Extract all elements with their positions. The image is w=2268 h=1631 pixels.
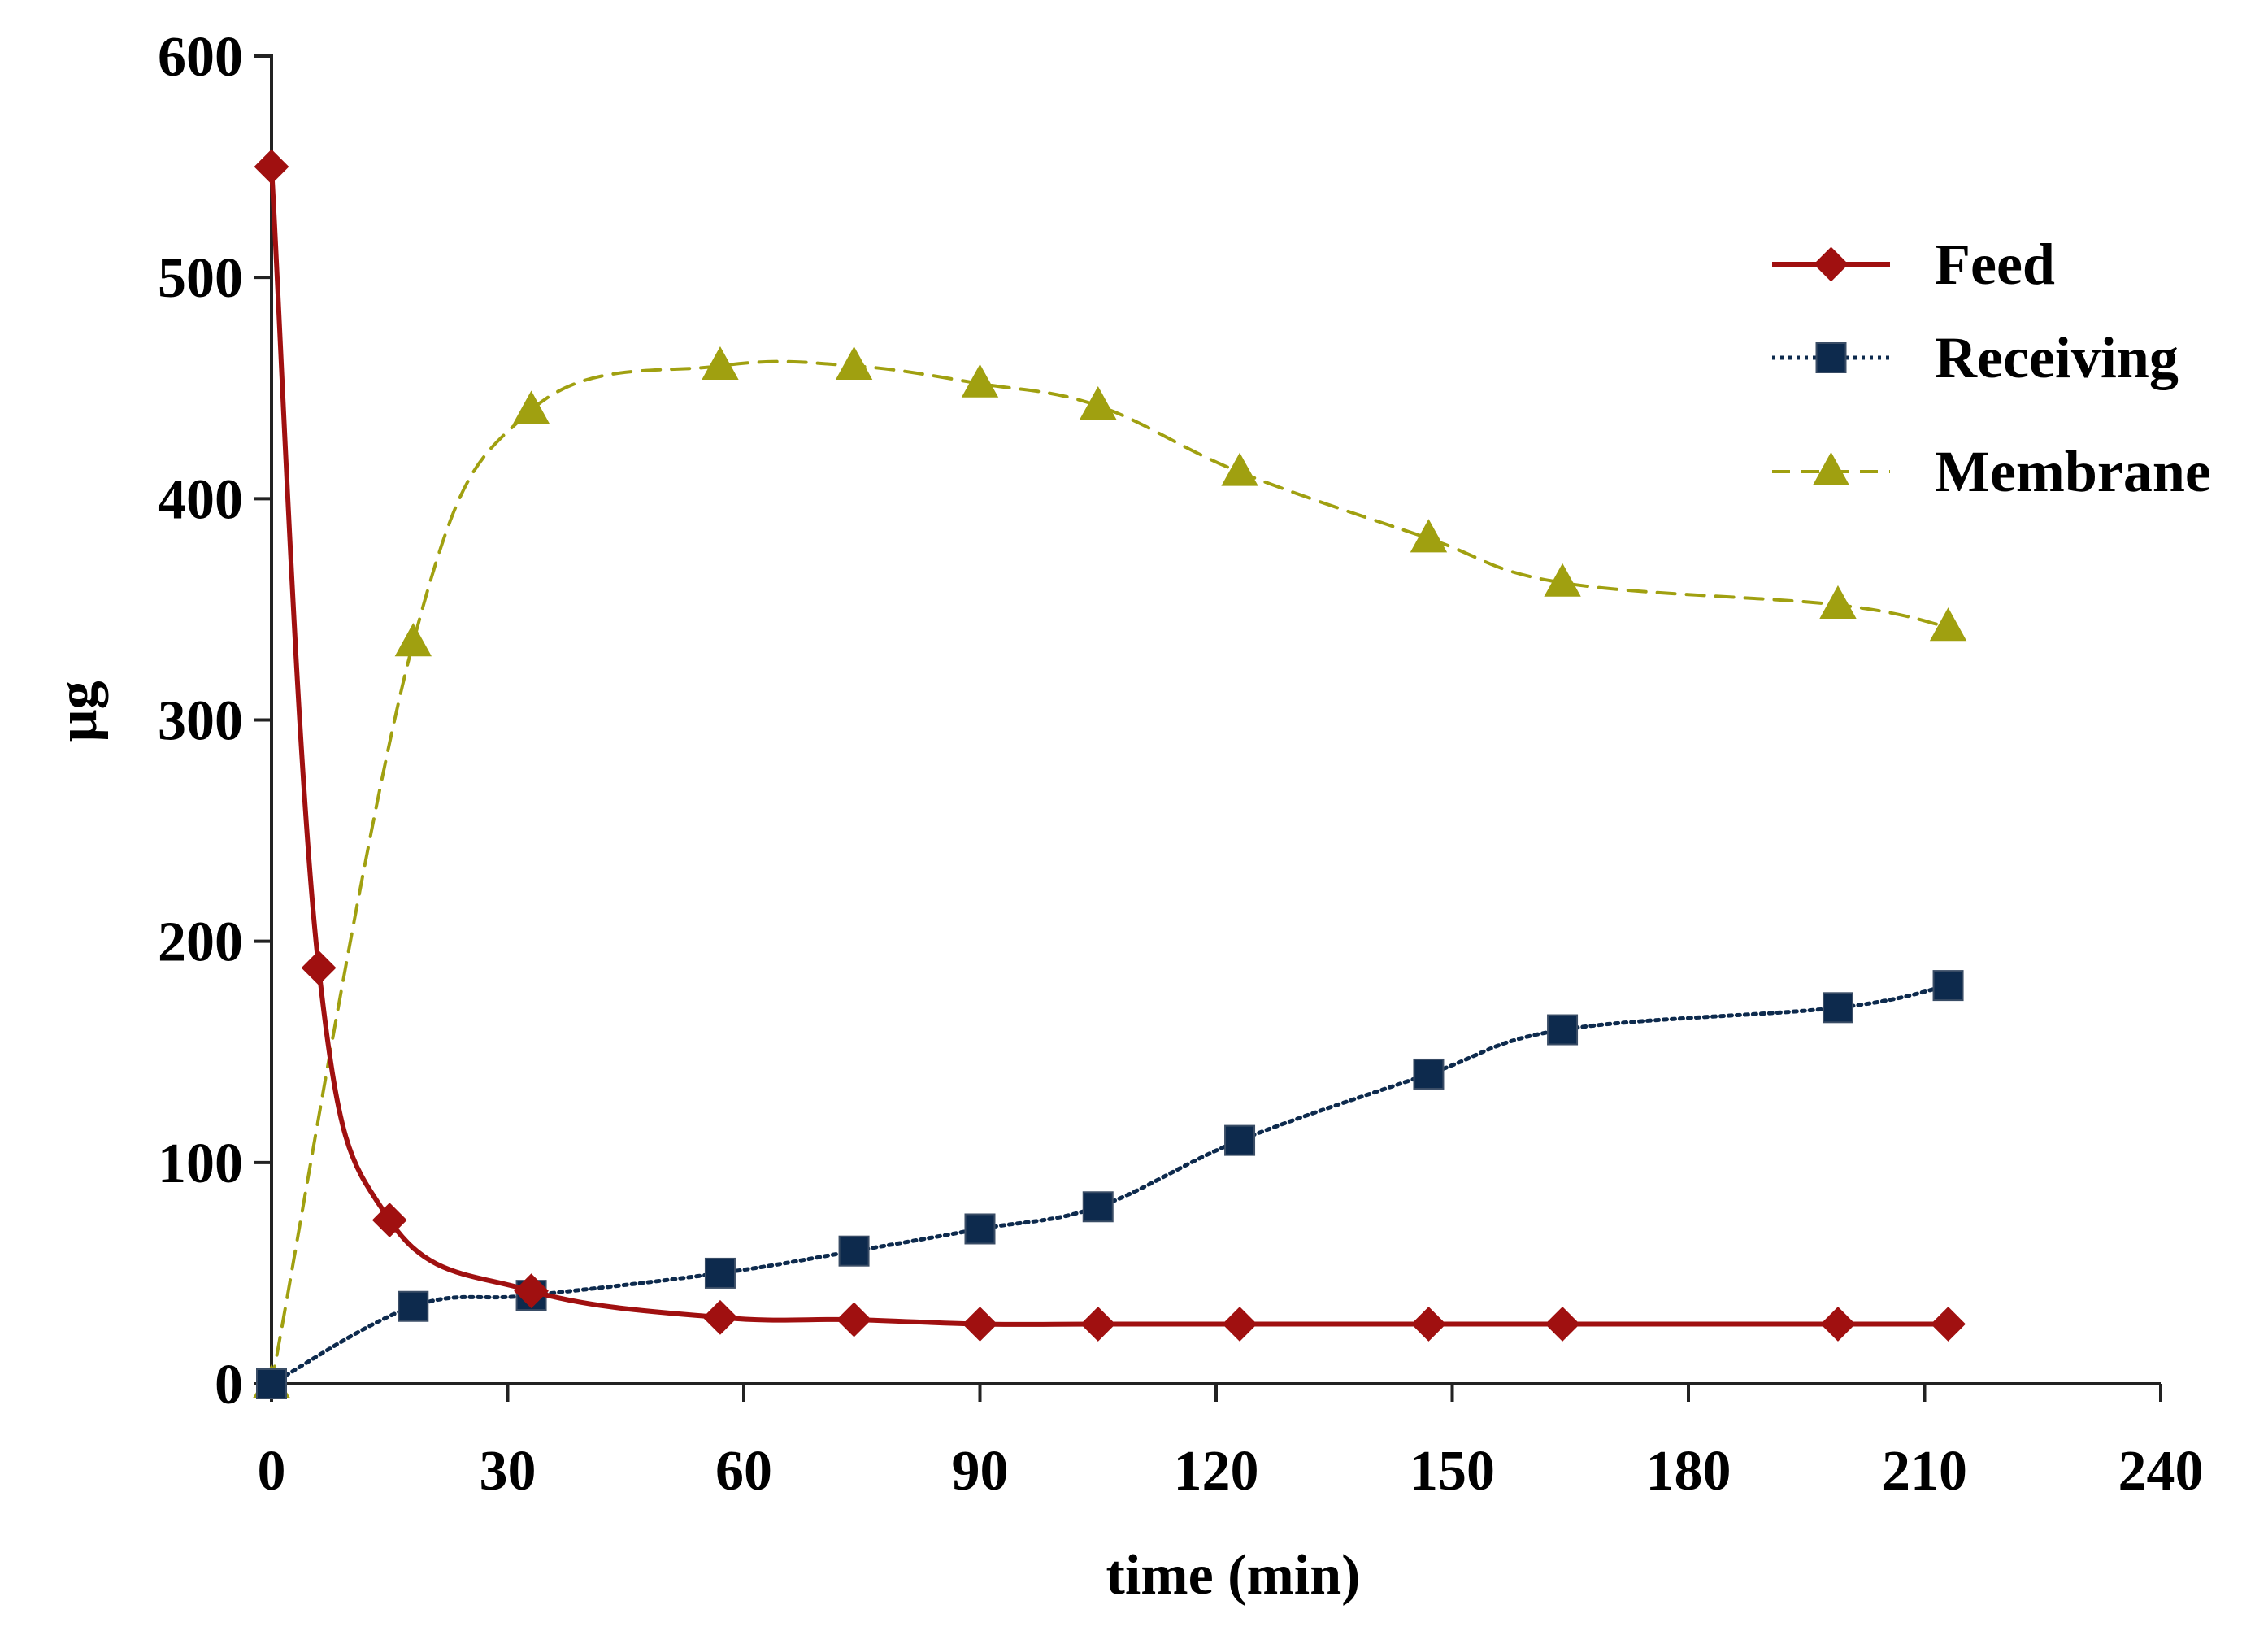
membrane-point — [835, 346, 873, 381]
series-feed — [254, 149, 1966, 1342]
membrane-point — [702, 346, 739, 381]
legend-marker-receiving — [1815, 342, 1847, 373]
y-tick-label: 0 — [215, 1354, 243, 1416]
legend-label-feed: Feed — [1935, 232, 2055, 297]
feed-point — [371, 1203, 407, 1238]
x-tick-label: 240 — [2118, 1440, 2204, 1503]
feed-point — [301, 950, 337, 985]
series-receiving — [256, 970, 1964, 1399]
membrane-point — [394, 623, 432, 657]
membrane-point — [1929, 607, 1967, 642]
x-tick-label: 30 — [480, 1440, 537, 1503]
feed-line — [269, 164, 1951, 1327]
legend: Feed Receiving Membrane — [1772, 232, 2211, 504]
legend-item-membrane: Membrane — [1772, 439, 2211, 504]
legend-marker-feed — [1814, 246, 1849, 282]
x-tick-label: 120 — [1174, 1440, 1259, 1503]
series-membrane — [253, 346, 1967, 1398]
membrane-point — [1819, 585, 1857, 619]
y-tick-label: 100 — [158, 1133, 243, 1195]
x-tick-label: 210 — [1882, 1440, 1967, 1503]
legend-item-receiving: Receiving — [1772, 325, 2179, 390]
series-layer — [253, 149, 1967, 1399]
feed-point — [1820, 1307, 1856, 1342]
feed-point — [1222, 1307, 1258, 1342]
feed-point — [1411, 1307, 1446, 1342]
membrane-point — [1544, 563, 1581, 597]
y-tick-label: 600 — [158, 26, 243, 89]
x-tick-label: 90 — [952, 1440, 1009, 1503]
feed-point — [702, 1299, 738, 1335]
y-tick-label: 500 — [158, 247, 243, 310]
receiving-point — [838, 1235, 870, 1267]
receiving-point — [704, 1257, 736, 1289]
feed-point — [836, 1302, 871, 1337]
receiving-point — [964, 1213, 996, 1245]
receiving-point — [1082, 1191, 1114, 1223]
legend-label-membrane: Membrane — [1935, 439, 2211, 504]
x-tick-label: 0 — [258, 1440, 286, 1503]
legend-marker-membrane — [1812, 451, 1850, 485]
receiving-point — [256, 1368, 287, 1399]
y-tick-label: 300 — [158, 690, 243, 753]
x-tick-label: 60 — [715, 1440, 772, 1503]
membrane-point — [512, 390, 550, 424]
feed-point — [1545, 1307, 1580, 1342]
y-axis-title: µg — [46, 681, 109, 742]
membrane-point — [961, 363, 999, 398]
receiving-point — [1932, 970, 1964, 1002]
membrane-line — [270, 359, 1950, 1385]
y-tick-label: 200 — [158, 911, 243, 974]
legend-label-receiving: Receiving — [1935, 325, 2179, 390]
x-tick-label: 150 — [1410, 1440, 1495, 1503]
membrane-point — [1410, 519, 1448, 553]
y-tick-label: 400 — [158, 468, 243, 531]
x-axis-title: time (min) — [1106, 1544, 1361, 1607]
membrane-point — [1221, 452, 1258, 486]
feed-point — [1080, 1307, 1116, 1342]
receiving-point — [1224, 1124, 1256, 1156]
axes: 0 100 200 300 400 500 600 0 30 60 90 120 150 180 210 24… — [158, 26, 2204, 1503]
feed-point — [962, 1307, 997, 1342]
receiving-point — [398, 1290, 429, 1322]
feed-point — [514, 1273, 549, 1309]
x-tick-label: 180 — [1646, 1440, 1731, 1503]
legend-item-feed: Feed — [1772, 232, 2055, 297]
membrane-point — [1080, 385, 1117, 420]
receiving-point — [1822, 992, 1853, 1024]
feed-point — [1931, 1307, 1966, 1342]
receiving-point — [1547, 1014, 1579, 1046]
feed-point — [254, 149, 289, 185]
receiving-point — [1413, 1058, 1445, 1090]
